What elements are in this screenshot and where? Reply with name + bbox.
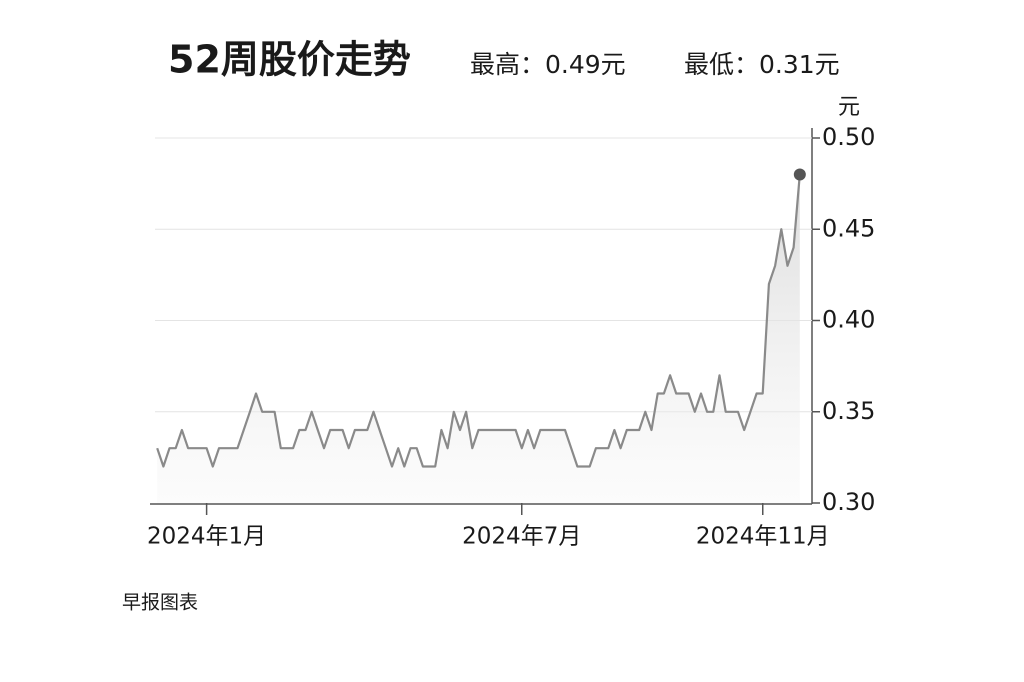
y-tick-label: 0.45 <box>822 214 875 242</box>
area <box>157 174 800 503</box>
x-tick-label: 2024年1月 <box>147 524 266 550</box>
x-tick-label: 2024年11月 <box>696 524 830 550</box>
line <box>156 174 801 468</box>
x-tick-label: 2024年7月 <box>462 524 581 550</box>
y-tick-label: 0.30 <box>822 488 875 516</box>
y-tick-label: 0.35 <box>822 397 875 425</box>
end-marker <box>793 168 806 181</box>
y-tick-label: 0.40 <box>822 306 875 334</box>
y-unit: 元 <box>838 95 860 120</box>
subtitle-high: 最高：0.49元 <box>470 50 626 79</box>
subtitle-low: 最低：0.31元 <box>684 50 840 79</box>
chart-title: 52周股价走势 <box>168 38 411 82</box>
y-tick-label: 0.50 <box>822 123 875 151</box>
source: 早报图表 <box>122 592 198 614</box>
